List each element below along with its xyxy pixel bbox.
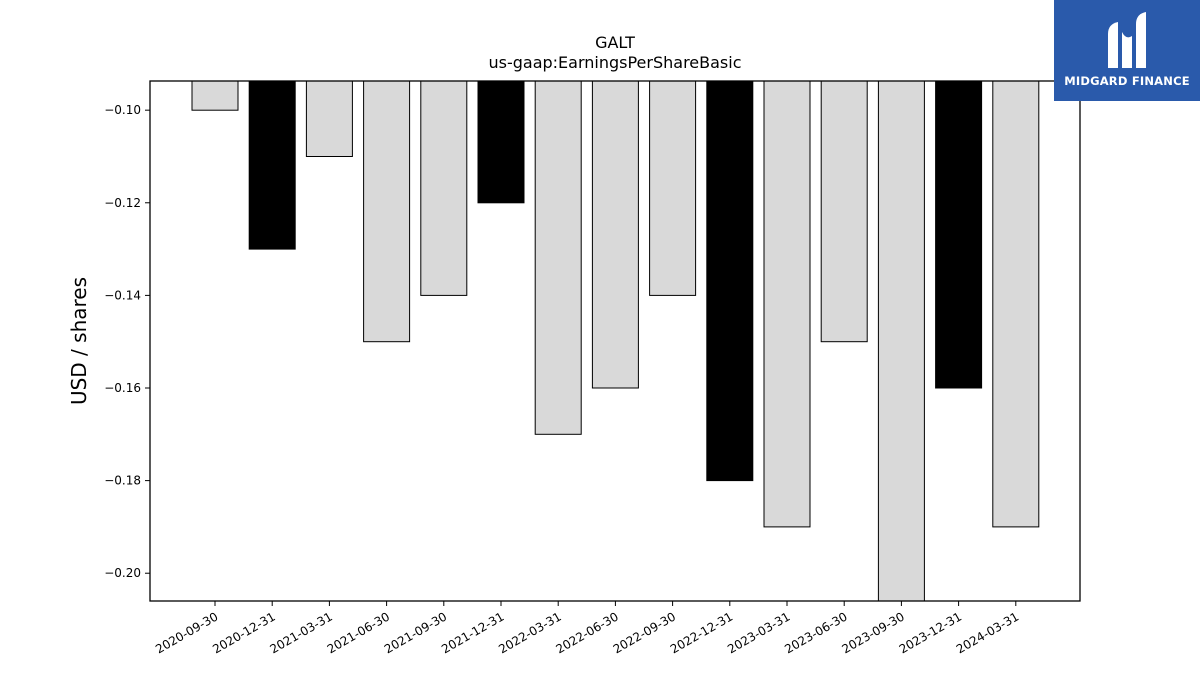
x-tick-label: 2023-03-31 <box>725 609 792 656</box>
x-ticks-group: 2020-09-302020-12-312021-03-312021-06-30… <box>153 601 1021 656</box>
bar-2023-03-31 <box>763 80 811 528</box>
x-tick-label: 2023-06-30 <box>782 609 849 656</box>
x-tick-label: 2020-12-31 <box>210 609 277 656</box>
x-tick-label: 2020-09-30 <box>153 609 220 656</box>
bar-2023-06-30 <box>820 80 868 343</box>
chart-subtitle: us-gaap:EarningsPerShareBasic <box>488 53 741 72</box>
bar-2022-09-30 <box>649 80 697 296</box>
bar-2022-12-31 <box>706 80 754 482</box>
bar-2024-03-31 <box>992 80 1040 528</box>
x-tick-label: 2021-03-31 <box>267 609 334 656</box>
brand-badge: MIDGARD FINANCE <box>1054 0 1200 101</box>
bar-2020-09-30 <box>191 80 239 111</box>
plot-frame <box>149 80 1081 602</box>
x-tick-label: 2023-12-31 <box>897 609 964 656</box>
bar-2022-03-31 <box>534 80 582 435</box>
y-axis-label: USD / shares <box>67 277 91 405</box>
x-tick-label: 2024-03-31 <box>954 609 1021 656</box>
y-tick-label: −0.10 <box>104 103 141 117</box>
x-tick-label: 2022-12-31 <box>668 609 735 656</box>
bar-2021-09-30 <box>420 80 468 296</box>
bar-2021-03-31 <box>305 80 353 157</box>
chart-title: GALT <box>595 33 635 52</box>
x-tick-label: 2022-03-31 <box>496 609 563 656</box>
x-tick-label: 2022-09-30 <box>611 609 678 656</box>
y-tick-label: −0.16 <box>104 381 141 395</box>
midgard-logo-icon <box>1108 12 1146 68</box>
x-tick-label: 2021-09-30 <box>382 609 449 656</box>
x-tick-label: 2023-09-30 <box>839 609 906 656</box>
bar-2023-12-31 <box>935 80 983 389</box>
bar-2022-06-30 <box>591 80 639 389</box>
y-tick-label: −0.20 <box>104 566 141 580</box>
x-tick-label: 2021-12-31 <box>439 609 506 656</box>
bar-2021-12-31 <box>477 80 525 204</box>
x-tick-label: 2022-06-30 <box>553 609 620 656</box>
bar-2020-12-31 <box>248 80 296 250</box>
x-tick-label: 2021-06-30 <box>325 609 392 656</box>
brand-name: MIDGARD FINANCE <box>1064 74 1190 88</box>
bar-2021-06-30 <box>363 80 411 343</box>
y-tick-label: −0.18 <box>104 474 141 488</box>
bars-group <box>191 80 1040 602</box>
y-ticks-group: −0.10 −0.12 −0.14 −0.16 −0.18 −0.20 <box>104 103 150 580</box>
y-tick-label: −0.14 <box>104 288 141 302</box>
bar-2023-09-30 <box>877 80 925 602</box>
y-tick-label: −0.12 <box>104 196 141 210</box>
